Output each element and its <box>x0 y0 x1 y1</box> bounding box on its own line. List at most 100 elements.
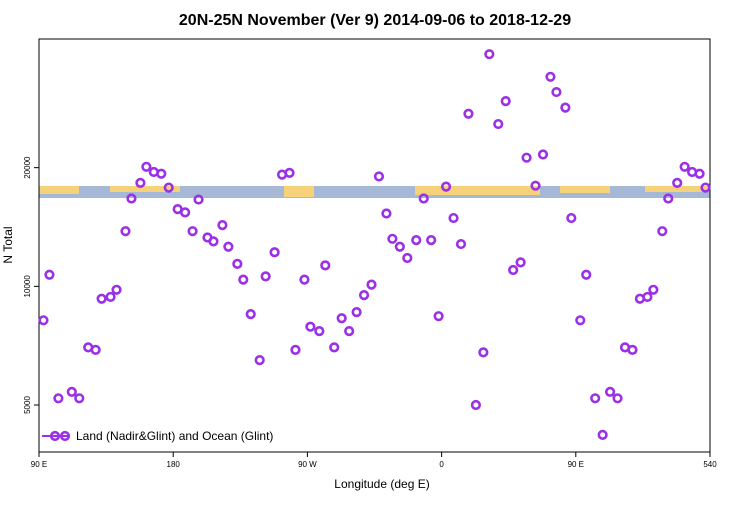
data-point <box>126 193 137 204</box>
data-point <box>180 207 191 218</box>
data-point <box>672 177 683 188</box>
data-point <box>411 235 422 246</box>
data-point <box>448 212 459 224</box>
data-point <box>566 212 577 224</box>
data-point <box>217 219 228 231</box>
y-tick-label: 20000 <box>23 156 32 179</box>
data-point <box>648 284 659 295</box>
data-point <box>484 49 495 60</box>
data-point <box>521 152 532 163</box>
data-point <box>545 71 556 82</box>
land-band <box>110 186 180 192</box>
data-point <box>314 325 325 337</box>
data-point <box>478 347 489 358</box>
data-point <box>96 293 107 304</box>
data-point <box>530 180 541 191</box>
data-point <box>604 386 616 397</box>
legend-marker <box>49 430 61 442</box>
data-point <box>120 226 131 237</box>
plot-frame <box>38 38 711 453</box>
x-tick-label: 90 E <box>568 460 584 469</box>
data-point <box>470 399 481 411</box>
data-point <box>163 182 174 193</box>
data-point <box>44 269 55 280</box>
data-point <box>269 247 280 258</box>
data-point <box>575 315 586 326</box>
data-point <box>74 393 85 404</box>
data-point <box>493 118 504 130</box>
legend-marker <box>59 430 71 442</box>
ocean-band <box>39 186 710 198</box>
data-point <box>455 238 467 250</box>
data-point <box>299 274 310 285</box>
data-point <box>223 241 234 252</box>
data-point <box>305 321 316 332</box>
data-point <box>537 149 549 160</box>
data-point <box>627 344 638 355</box>
x-axis-label: Longitude (deg E) <box>334 477 429 491</box>
data-point <box>387 233 398 244</box>
data-point <box>141 161 152 172</box>
data-point <box>320 260 331 271</box>
data-point <box>373 171 385 182</box>
data-point <box>90 344 101 355</box>
data-point <box>657 226 668 237</box>
data-point <box>508 264 519 276</box>
data-point <box>366 279 377 290</box>
x-tick-label: 90 E <box>31 460 47 469</box>
data-point <box>418 193 429 204</box>
data-point <box>597 429 608 440</box>
chart-title: 20N-25N November (Ver 9) 2014-09-06 to 2… <box>179 12 571 29</box>
data-point <box>394 241 405 252</box>
data-point <box>463 108 474 119</box>
x-tick-label: 540 <box>703 460 717 469</box>
y-tick-label: 10000 <box>23 275 32 298</box>
data-point <box>344 325 355 337</box>
data-point <box>679 161 690 172</box>
data-point <box>590 393 601 404</box>
data-point <box>105 291 116 303</box>
data-point <box>551 86 562 98</box>
data-point <box>612 393 623 404</box>
data-point <box>238 274 249 285</box>
data-point <box>663 193 674 204</box>
land-band <box>39 186 79 194</box>
data-point <box>560 102 571 113</box>
land-band <box>415 186 540 195</box>
data-point <box>358 290 370 301</box>
data-point <box>254 354 265 366</box>
y-tick-label: 5000 <box>23 396 32 414</box>
data-point <box>581 269 592 280</box>
data-point <box>402 252 413 264</box>
data-point <box>260 271 271 282</box>
map-strip <box>39 186 710 198</box>
data-point <box>135 177 146 188</box>
data-point <box>500 96 511 107</box>
data-point <box>245 309 256 320</box>
land-band <box>284 186 314 197</box>
data-point <box>193 194 204 205</box>
data-point <box>515 257 526 268</box>
data-point <box>642 291 653 303</box>
data-point <box>187 226 198 237</box>
legend-label: Land (Nadir&Glint) and Ocean (Glint) <box>76 429 273 443</box>
data-point <box>433 311 444 322</box>
data-point <box>232 258 243 269</box>
data-point <box>426 235 437 246</box>
data-point <box>284 167 295 178</box>
data-point <box>700 182 711 193</box>
data-point <box>329 342 340 353</box>
data-point <box>53 393 64 404</box>
data-point <box>351 307 362 318</box>
y-axis-label: N Total <box>1 226 15 263</box>
data-point <box>290 344 301 355</box>
data-point <box>440 181 452 192</box>
data-point <box>694 168 705 179</box>
data-point <box>111 284 122 295</box>
x-tick-label: 0 <box>439 460 444 469</box>
data-point <box>66 386 77 397</box>
x-tick-label: 90 W <box>298 460 317 469</box>
data-point <box>336 313 347 324</box>
